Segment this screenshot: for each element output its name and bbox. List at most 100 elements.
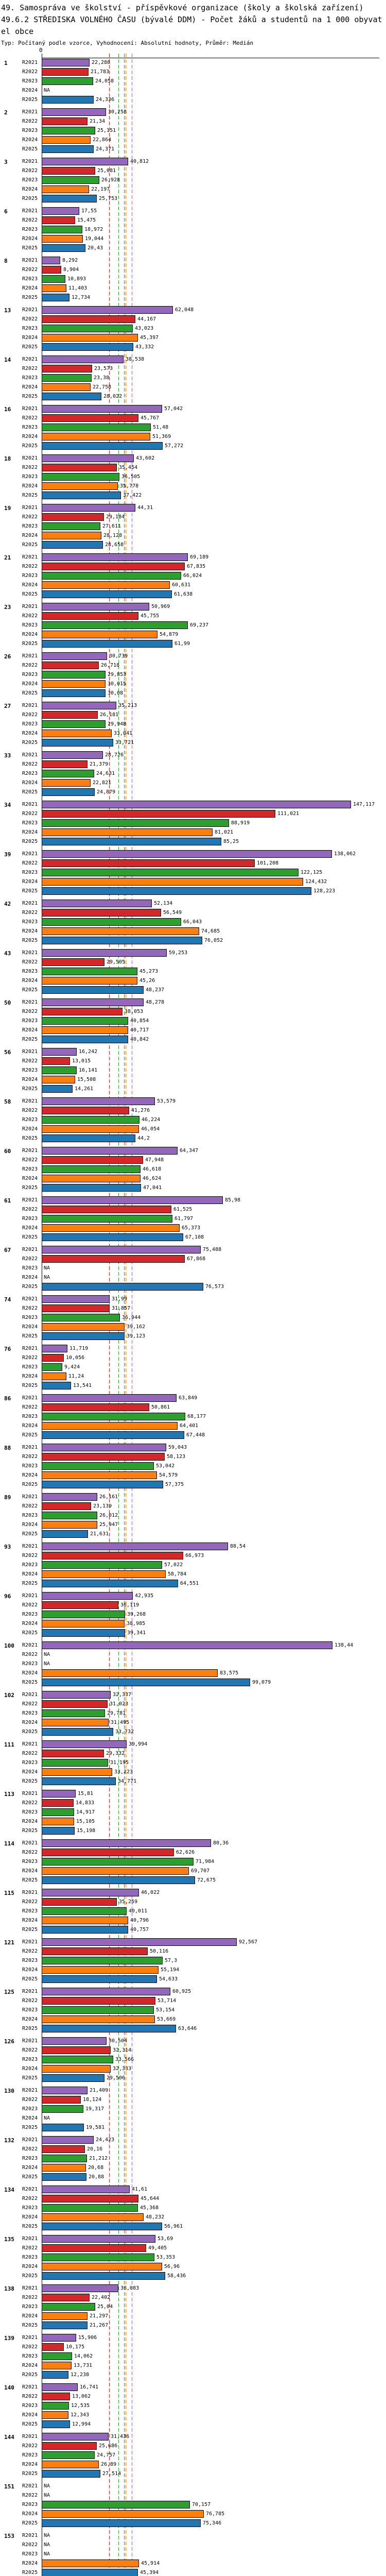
year-label: R2021 — [22, 1593, 38, 1599]
bar-row: R2023 18,972 — [0, 225, 386, 234]
year-label: R2024 — [22, 2412, 38, 2418]
bar-r2025 — [42, 1431, 184, 1439]
bar-r2022 — [42, 810, 275, 818]
year-label: R2022 — [22, 1058, 38, 1064]
bar-group-126: 126 R2021 30,504 R2022 32,314 R2023 33,566 R202… — [0, 2037, 386, 2083]
year-label: R2024 — [22, 928, 38, 934]
value-label: 57,3 — [165, 1958, 178, 1963]
bar-r2021 — [42, 900, 152, 907]
bar-r2023 — [42, 1462, 154, 1470]
year-label: R2022 — [22, 1553, 38, 1558]
group-id-label: 139 — [4, 2335, 14, 2342]
bar-row: R2023 40,854 — [0, 1016, 386, 1026]
year-label: R2023 — [22, 1067, 38, 1073]
year-label: R2024 — [22, 1522, 38, 1528]
year-label: R2021 — [22, 2038, 38, 2044]
value-label: 40,011 — [129, 1908, 148, 1914]
group-id-label: 6 — [4, 208, 8, 215]
bar-r2022 — [42, 662, 99, 669]
bar-r2025 — [42, 2173, 86, 2181]
value-label: 69,707 — [191, 1868, 210, 1874]
bar-row: R2024 22,197 — [0, 185, 386, 194]
bar-row: R2024 25,947 — [0, 1520, 386, 1530]
year-label: R2021 — [22, 159, 38, 164]
year-label: R2022 — [22, 1652, 38, 1657]
value-label: NA — [44, 88, 50, 93]
year-label: R2022 — [22, 217, 38, 223]
bar-row: R2025 58,436 — [0, 2272, 386, 2281]
bar-row: R2025 44,2 — [0, 1134, 386, 1143]
group-id-label: 121 — [4, 1939, 14, 1946]
group-id-label: 113 — [4, 1791, 14, 1798]
year-label: R2023 — [22, 672, 38, 677]
year-label: R2022 — [22, 1850, 38, 1855]
year-label: R2021 — [22, 1741, 38, 1747]
value-label: 61,638 — [174, 591, 193, 597]
value-label: 45,767 — [141, 415, 160, 421]
year-label: R2021 — [22, 1989, 38, 1994]
value-label: 37,422 — [123, 493, 142, 498]
bar-row: R2022 67,835 — [0, 562, 386, 571]
bar-row: R2022 45,644 — [0, 2194, 386, 2204]
bar-row: R2023 46,618 — [0, 1165, 386, 1174]
group-id-label: 21 — [4, 554, 11, 561]
bar-group-139: 139 R2021 15,906 R2022 10,175 R2023 14,062 R202… — [0, 2333, 386, 2380]
bar-r2023 — [42, 1858, 194, 1866]
bar-row: R2022 62,626 — [0, 1848, 386, 1857]
bar-r2021 — [42, 2383, 78, 2391]
bar-row: R2024 54,879 — [0, 630, 386, 639]
bar-r2021 — [42, 59, 90, 66]
value-label: 69,237 — [190, 622, 209, 628]
value-label: 46,618 — [143, 1166, 162, 1172]
value-label: 34,771 — [118, 1778, 137, 1784]
bar-row: R2024 33,041 — [0, 729, 386, 738]
bar-row: R2021 60,925 — [0, 1987, 386, 1996]
year-label: R2023 — [22, 1463, 38, 1469]
bar-r2024 — [42, 2560, 139, 2567]
year-label: R2023 — [22, 622, 38, 628]
year-label: R2024 — [22, 2165, 38, 2171]
bar-row: R2025 99,079 — [0, 1678, 386, 1687]
bar-row: R2024 53,669 — [0, 2015, 386, 2024]
value-label: 45,273 — [139, 969, 159, 974]
bar-row: R2022 35,259 — [0, 1897, 386, 1907]
value-label: 40,757 — [130, 1927, 149, 1933]
value-label: NA — [44, 1652, 50, 1657]
bar-r2021 — [42, 603, 149, 611]
bar-r2023 — [42, 2155, 87, 2162]
value-label: NA — [44, 1661, 50, 1667]
bar-row: R2023 16,141 — [0, 1066, 386, 1075]
value-label: 61,797 — [174, 1216, 194, 1222]
bar-row: R2022 45,755 — [0, 612, 386, 621]
year-label: R2023 — [22, 425, 38, 430]
bar-r2022 — [42, 1255, 185, 1263]
value-label: 20,88 — [89, 2174, 104, 2180]
bar-row: R2024 83,575 — [0, 1669, 386, 1678]
year-label: R2024 — [22, 1225, 38, 1231]
bar-row: R2025 24,879 — [0, 788, 386, 797]
group-id-label: 13 — [4, 307, 11, 314]
year-label: R2025 — [22, 2520, 38, 2526]
year-label: R2021 — [22, 307, 38, 313]
year-label: R2025 — [22, 2471, 38, 2477]
bar-r2021 — [42, 158, 128, 165]
bar-row: R2024 11,403 — [0, 284, 386, 293]
value-label: 44,2 — [137, 1136, 150, 1141]
value-label: 56,961 — [164, 2224, 183, 2229]
bar-r2021 — [42, 1641, 332, 1649]
bar-row: R2022 32,314 — [0, 2046, 386, 2055]
year-label: R2022 — [22, 712, 38, 718]
bar-r2023 — [42, 127, 95, 134]
bar-row: R2023 24,757 — [0, 2451, 386, 2460]
value-label: 39,994 — [129, 1741, 148, 1747]
bar-r2024 — [42, 1570, 166, 1578]
bar-r2025 — [42, 145, 94, 153]
bar-r2025 — [42, 689, 106, 697]
bar-group-27: 27 R2021 35,213 R2022 26,181 R2023 29,948 R2024… — [0, 701, 386, 748]
year-label: R2022 — [22, 366, 38, 371]
year-label: R2025 — [22, 1581, 38, 1586]
year-label: R2022 — [22, 2493, 38, 2498]
value-label: 13,015 — [72, 1058, 91, 1064]
group-id-label: 67 — [4, 1247, 11, 1253]
bar-r2022 — [42, 2046, 111, 2054]
